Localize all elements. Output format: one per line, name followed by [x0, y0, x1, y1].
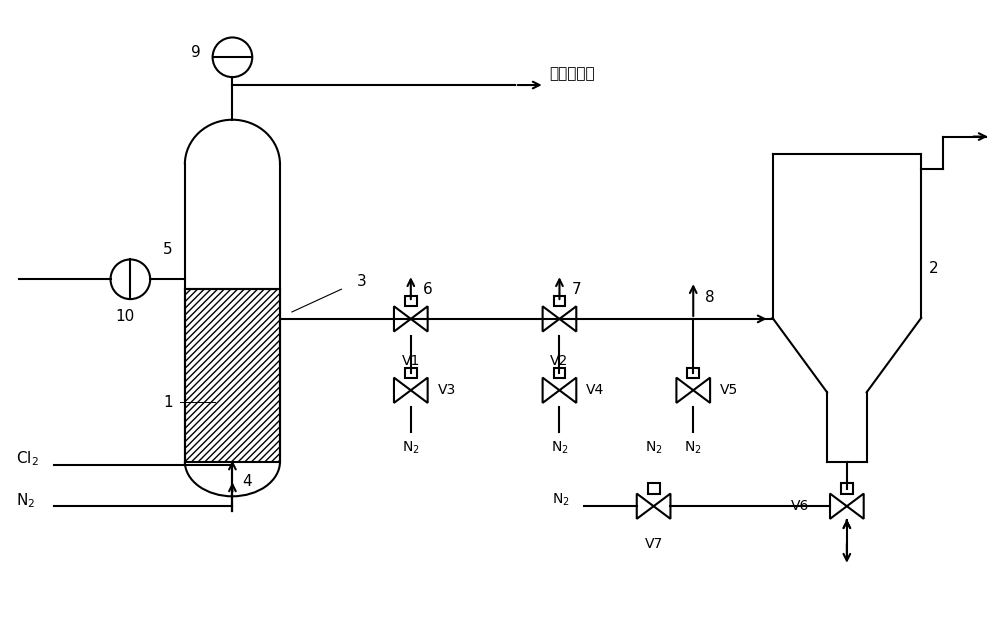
- Text: N$_2$: N$_2$: [551, 439, 568, 456]
- Text: 7: 7: [571, 282, 581, 297]
- Text: V2: V2: [550, 353, 569, 368]
- Text: V7: V7: [644, 537, 663, 551]
- Bar: [185, 289, 280, 462]
- Text: N$_2$: N$_2$: [684, 439, 702, 456]
- Text: 6: 6: [423, 282, 432, 297]
- Text: 9: 9: [191, 45, 201, 60]
- Text: V3: V3: [438, 383, 456, 397]
- Bar: [648, 483, 660, 494]
- Text: 3: 3: [356, 274, 366, 289]
- Text: 10: 10: [116, 310, 135, 324]
- Text: 5: 5: [163, 242, 173, 257]
- Text: N$_2$: N$_2$: [402, 439, 420, 456]
- Bar: [405, 296, 417, 307]
- Text: N$_2$: N$_2$: [645, 439, 662, 456]
- Text: 4: 4: [242, 474, 252, 489]
- Text: 1: 1: [163, 395, 173, 410]
- Text: 8: 8: [705, 290, 715, 305]
- Text: N$_2$: N$_2$: [552, 492, 569, 509]
- Bar: [841, 483, 853, 494]
- Text: Cl$_2$: Cl$_2$: [16, 449, 39, 468]
- Bar: [554, 368, 565, 378]
- Text: 2: 2: [929, 261, 939, 276]
- Bar: [554, 296, 565, 307]
- Text: N$_2$: N$_2$: [16, 491, 36, 510]
- Bar: [687, 368, 699, 378]
- Text: V1: V1: [402, 353, 420, 368]
- Bar: [405, 368, 417, 378]
- Text: V5: V5: [720, 383, 738, 397]
- Text: V4: V4: [586, 383, 604, 397]
- Text: V6: V6: [791, 499, 809, 513]
- Text: 粗四氯化钖: 粗四氯化钖: [550, 66, 595, 81]
